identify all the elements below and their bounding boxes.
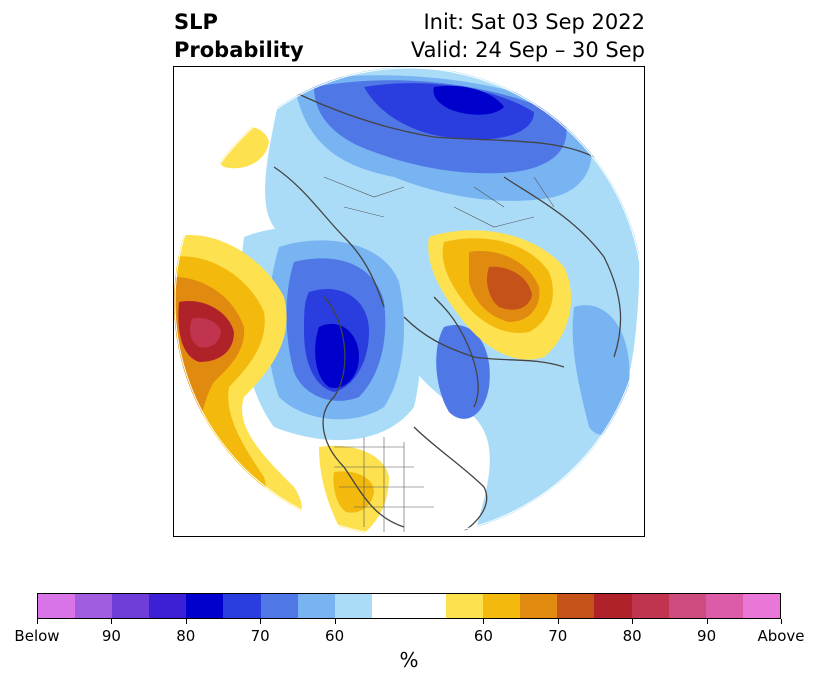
- below-region-atlantic: [436, 325, 490, 419]
- probability-map: [173, 66, 645, 537]
- colorbar-tick-mark: [111, 619, 113, 624]
- colorbar-segment: [742, 594, 780, 618]
- map-canvas: [174, 67, 644, 536]
- colorbar-tick-label: Above: [757, 627, 805, 645]
- colorbar-segment: [260, 594, 298, 618]
- init-date: Init: Sat 03 Sep 2022: [423, 10, 645, 34]
- title-left: SLP Probability: [174, 8, 304, 64]
- colorbar-tick-label: Below: [14, 627, 60, 645]
- colorbar-segment: [186, 594, 224, 618]
- colorbar-tick-label: 60: [325, 627, 345, 645]
- colorbar-tick-label: 70: [548, 627, 568, 645]
- below-region-peak-west: [315, 323, 359, 388]
- colorbar-tick-mark: [260, 619, 262, 624]
- colorbar-segment: [38, 594, 76, 618]
- colorbar-tick-label: 80: [622, 627, 642, 645]
- colorbar-tick-mark: [37, 619, 38, 624]
- colorbar-segment: [520, 594, 558, 618]
- coastlines: [273, 86, 622, 536]
- colorbar-segment: [408, 594, 447, 618]
- colorbar-tick-mark: [781, 619, 782, 624]
- colorbar-tick-label: 80: [176, 627, 196, 645]
- colorbar-segment: [705, 594, 743, 618]
- colorbar-segment: [557, 594, 595, 618]
- colorbar-tick-label: 90: [697, 627, 717, 645]
- colorbar-segment: [594, 594, 632, 618]
- colorbar-tick-mark: [632, 619, 634, 624]
- colorbar-segment: [75, 594, 113, 618]
- colorbar-segment: [297, 594, 335, 618]
- valid-range: Valid: 24 Sep – 30 Sep: [410, 38, 645, 62]
- below-region-east: [572, 305, 630, 435]
- colorbar-segment: [631, 594, 669, 618]
- colorbar-segment: [149, 594, 187, 618]
- colorbar-tick-label: 70: [250, 627, 270, 645]
- colorbar-tick-mark: [185, 619, 187, 624]
- colorbar-segment: [112, 594, 150, 618]
- title-right: Init: Sat 03 Sep 2022 Valid: 24 Sep – 30…: [411, 8, 645, 64]
- above-region-europe-core: [487, 266, 532, 310]
- colorbar-tick-label: 60: [473, 627, 493, 645]
- title-variable: SLP: [174, 10, 218, 34]
- colorbar-segment: [371, 594, 409, 618]
- colorbar-tick-mark: [334, 619, 336, 624]
- colorbar-segment: [334, 594, 372, 618]
- colorbar-unit-label: %: [399, 648, 419, 672]
- colorbar-tick-mark: [557, 619, 559, 624]
- colorbar-tick-mark: [483, 619, 485, 624]
- colorbar-tick-mark: [706, 619, 708, 624]
- colorbar-segment: [668, 594, 706, 618]
- below-region-peak-north: [433, 85, 504, 115]
- above-region-pacific-peak: [190, 317, 221, 348]
- colorbar-segment: [446, 594, 484, 618]
- colorbar-tick-label: 90: [101, 627, 121, 645]
- colorbar-segment: [223, 594, 261, 618]
- colorbar: [37, 593, 781, 619]
- colorbar-segment: [483, 594, 521, 618]
- borders: [323, 176, 555, 532]
- title-type: Probability: [174, 38, 304, 62]
